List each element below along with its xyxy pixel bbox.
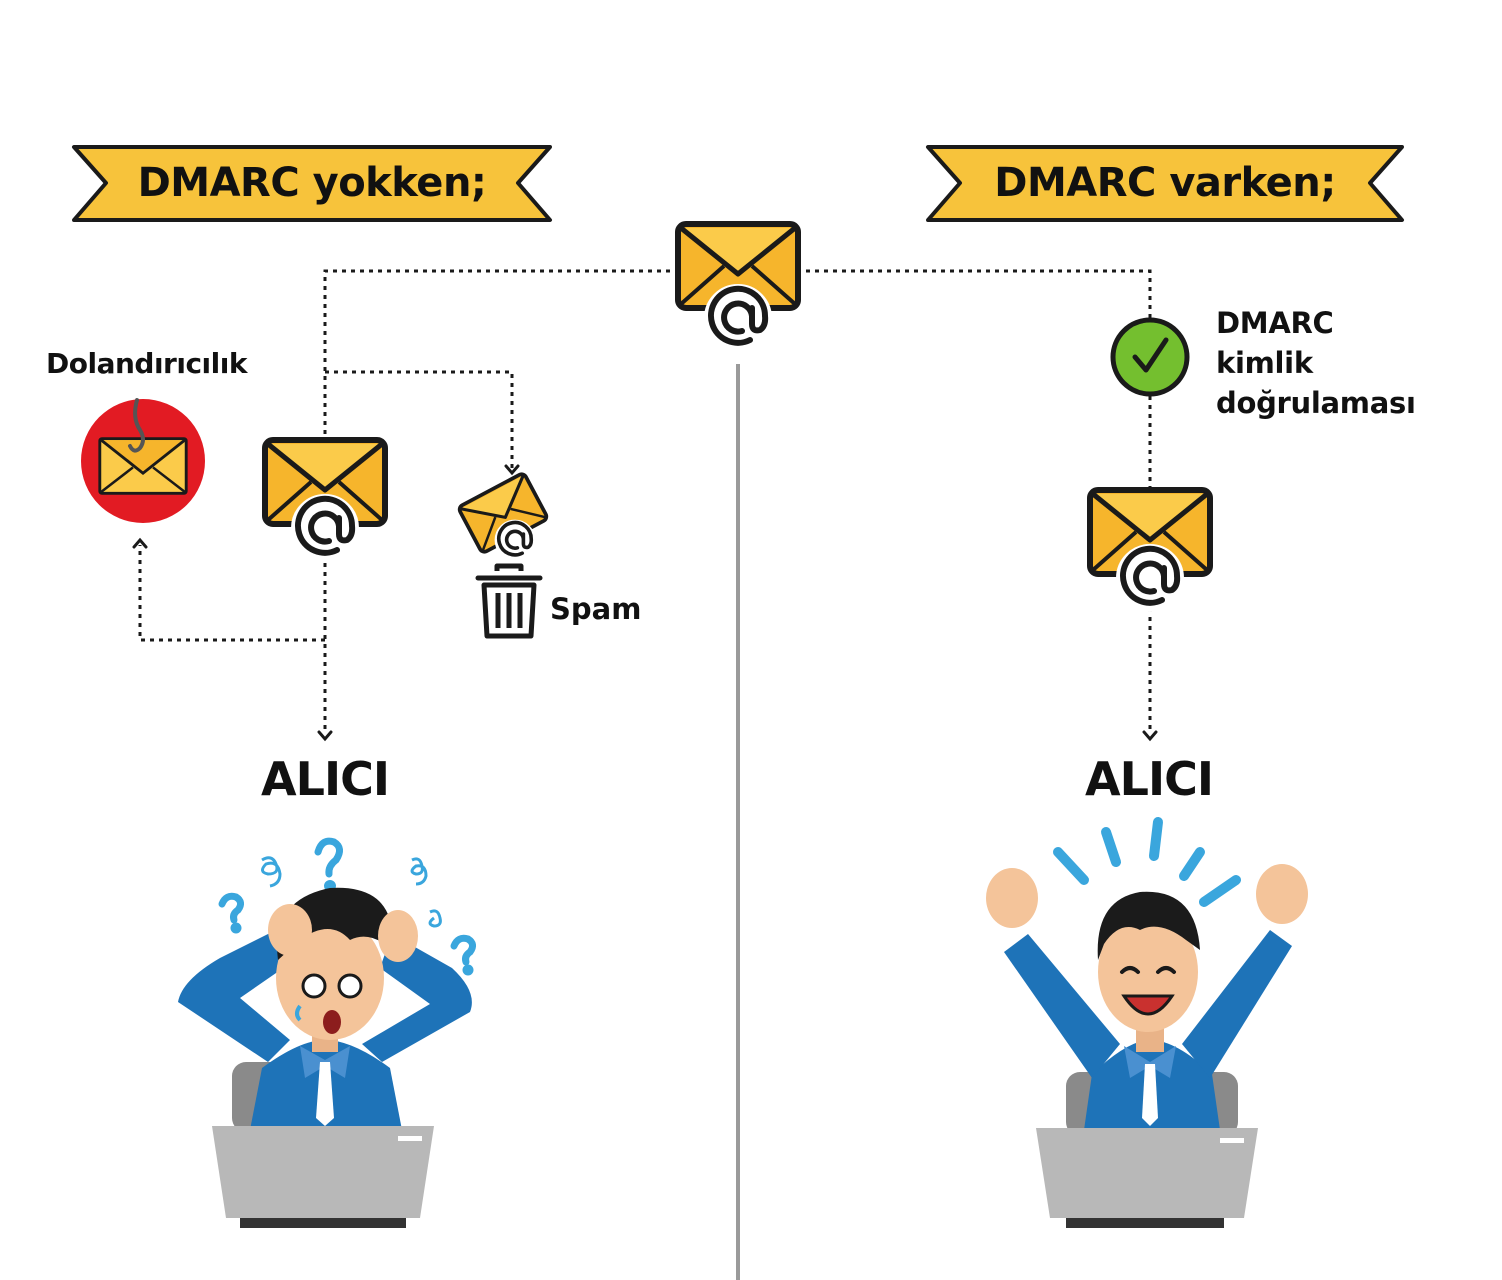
banner-left [72, 145, 552, 222]
question-mark-icon [218, 837, 477, 976]
dmarc-auth-label-line: doğrulaması [1216, 386, 1416, 420]
banner-left-title: DMARC yokken; [137, 160, 487, 206]
fishing-hook-envelope-icon [81, 398, 205, 523]
check-icon [1110, 317, 1190, 397]
happy-recipient-illustration [986, 817, 1308, 1228]
verified-envelope-icon [1090, 490, 1210, 608]
connector-lines [138, 269, 1152, 734]
confusion-swirl-icon [261, 856, 442, 928]
spam-label: Spam [550, 592, 642, 626]
dmarc-auth-label-line: DMARC [1216, 306, 1334, 340]
fraud-label: Dolandırıcılık [46, 347, 247, 380]
recipient-label-left: ALICI [261, 752, 390, 806]
spam-envelope-icon [456, 470, 550, 558]
banner-right-title: DMARC varken; [994, 160, 1336, 206]
banner-right [926, 145, 1404, 222]
dmarc-auth-label-line: kimlik [1216, 346, 1313, 380]
incoming-envelope-icon [265, 440, 385, 558]
dmarc-auth-label: DMARC kimlik doğrulaması [1216, 303, 1416, 423]
confused-recipient-illustration [178, 837, 477, 1228]
celebration-rays-icon [1053, 817, 1241, 907]
sender-envelope-icon [678, 224, 798, 348]
recipient-label-right: ALICI [1085, 752, 1214, 806]
arrow-heads [132, 464, 1158, 742]
trash-icon [475, 563, 543, 639]
